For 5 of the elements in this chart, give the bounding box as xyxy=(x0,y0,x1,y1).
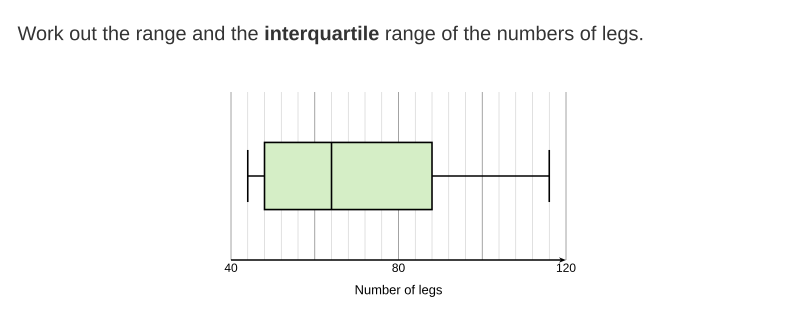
x-tick-label: 120 xyxy=(556,264,576,272)
chart-title: Work out the range and the interquartile range of the numbers of legs. xyxy=(18,26,642,44)
x-tick-label: 40 xyxy=(224,264,238,272)
x-axis-title: Number of legs xyxy=(356,284,442,297)
x-tick-label: 80 xyxy=(392,264,405,272)
